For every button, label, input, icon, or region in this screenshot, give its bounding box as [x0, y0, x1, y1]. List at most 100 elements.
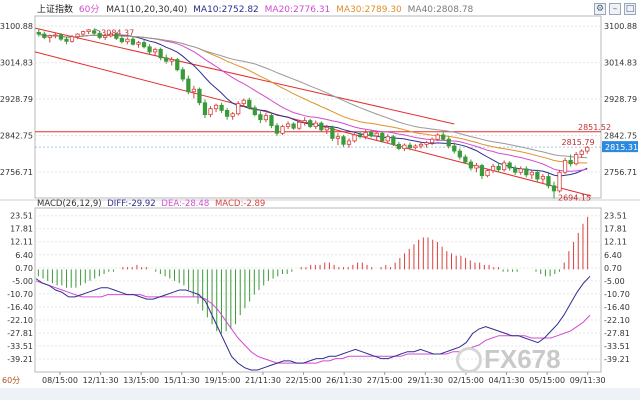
- candle-body: [236, 103, 241, 115]
- candle: [119, 35, 124, 44]
- candle-body: [285, 123, 291, 127]
- candle-body: [197, 88, 202, 104]
- minimize-icon[interactable]: –: [609, 3, 621, 15]
- candle-body: [496, 165, 501, 171]
- candle: [490, 163, 496, 174]
- candle: [324, 124, 329, 135]
- candle: [513, 165, 518, 175]
- price-panel-frame: [34, 15, 602, 199]
- x-axis: 08/15:00 12/11:30 13/15:00 15/11:30 19/15:00…: [42, 372, 606, 385]
- x-tick-label: 13/15:00: [123, 376, 159, 385]
- macd-tick-right: -22.10: [604, 316, 630, 325]
- candle: [186, 75, 191, 95]
- candle-body: [64, 38, 69, 42]
- candle: [402, 143, 407, 152]
- candle: [535, 169, 540, 182]
- diff-value: DIFF:-29.92: [107, 199, 155, 209]
- x-tick-label: 19/15:00: [204, 376, 240, 385]
- candle-body: [241, 99, 246, 105]
- price-annotations: 3084.37 2694.15 2815.79 2851.52 2815.31: [94, 28, 638, 203]
- candle: [446, 136, 451, 149]
- candle: [97, 30, 102, 40]
- candle-body: [152, 48, 158, 53]
- candle: [562, 157, 568, 174]
- price-tick-left: 3100.88: [0, 22, 33, 31]
- high-pointer: [94, 28, 101, 32]
- candle: [485, 168, 490, 178]
- candle: [463, 154, 468, 164]
- candle-body: [391, 136, 396, 145]
- candle-body: [479, 165, 485, 177]
- candle: [585, 145, 590, 154]
- macd-tick-left: 6.40: [15, 251, 33, 260]
- macd-label: MACD(26,12,9): [37, 199, 102, 209]
- candle: [407, 142, 413, 151]
- candle-body: [125, 38, 130, 43]
- candle-body: [413, 145, 418, 149]
- candle: [86, 29, 91, 35]
- candle-body: [191, 88, 197, 93]
- symbol-label: 上证指数: [37, 3, 73, 15]
- candle: [308, 118, 313, 129]
- candle: [441, 131, 446, 141]
- candle: [457, 148, 462, 160]
- header-line: 上证指数 60分 MA1(10,20,30,40) MA10:2752.82 M…: [37, 3, 474, 15]
- candle: [103, 34, 108, 41]
- candle-body: [119, 37, 124, 43]
- candle: [213, 103, 219, 113]
- candle-body: [402, 144, 407, 149]
- macd-tick-right: 12.11: [604, 238, 627, 247]
- ma20-value: MA20:2776.31: [265, 5, 331, 15]
- candle: [258, 111, 263, 124]
- candle-body: [141, 42, 147, 48]
- candle: [518, 166, 523, 175]
- macd-tick-right: -16.40: [604, 303, 630, 312]
- maximize-icon[interactable]: □: [624, 3, 636, 15]
- candle: [363, 129, 368, 140]
- x-tick-label: 12/11:30: [83, 376, 119, 385]
- candle: [507, 161, 512, 171]
- candle: [108, 32, 113, 38]
- candle-body: [319, 122, 324, 131]
- bottom-toolbar: [0, 388, 640, 400]
- candle: [418, 142, 424, 149]
- recent-high-label: 2815.79: [562, 138, 595, 147]
- macd-tick-left: -10.70: [7, 290, 33, 299]
- macd-panel-frame: [34, 207, 602, 373]
- candle-body: [385, 136, 390, 142]
- ma40-line: [38, 33, 588, 159]
- macd-tick-left: -39.21: [7, 355, 33, 364]
- watermark-logo-icon: [456, 347, 482, 373]
- resistance-label: 2851.52: [578, 123, 611, 132]
- candle-body: [540, 176, 546, 180]
- candle-body: [291, 123, 296, 129]
- candle-body: [463, 156, 468, 163]
- candle-body: [418, 143, 424, 147]
- macd-tick-right: -39.21: [604, 355, 630, 364]
- candle-body: [208, 108, 213, 116]
- candle: [302, 117, 307, 126]
- candle-body: [75, 33, 80, 38]
- candle-body: [263, 115, 269, 121]
- candle-body: [346, 140, 352, 145]
- candle-body: [274, 125, 280, 134]
- candle: [164, 54, 169, 64]
- bottom-period-label[interactable]: 60分: [2, 376, 20, 385]
- candle-body: [225, 109, 230, 117]
- candle: [452, 142, 457, 154]
- candle: [47, 34, 52, 43]
- candle-body: [53, 34, 58, 37]
- candle-body: [424, 142, 429, 145]
- ma40-value: MA40:2808.78: [408, 5, 474, 15]
- candle: [291, 122, 296, 130]
- x-tick-label: 02/15:00: [448, 376, 484, 385]
- candle-body: [180, 69, 185, 80]
- candle-body: [490, 165, 496, 171]
- candle: [546, 173, 551, 189]
- settings-icon[interactable]: ⚙: [594, 3, 606, 15]
- candle: [574, 151, 579, 166]
- candle: [274, 123, 280, 136]
- x-tick-label: 29/11:30: [407, 376, 443, 385]
